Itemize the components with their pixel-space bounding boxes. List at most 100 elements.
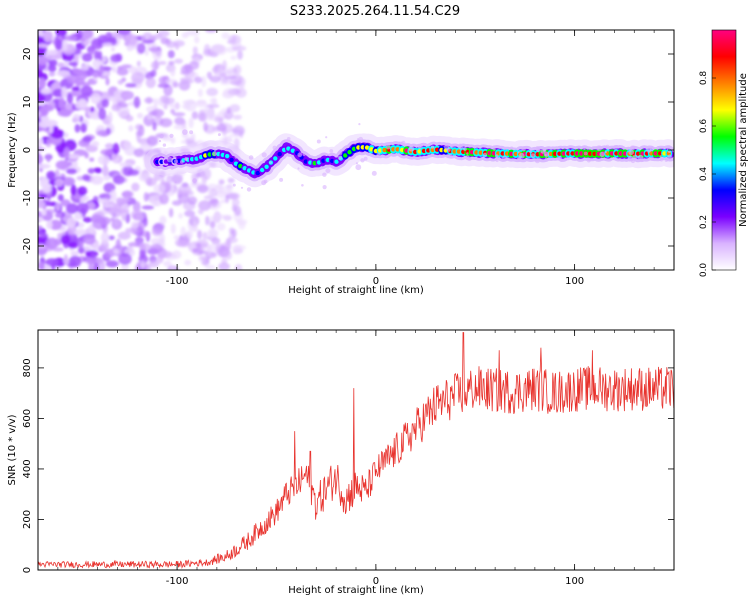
noise-blob: [126, 197, 136, 205]
snr-y-ticks: 0 200 400 600 800: [22, 358, 674, 573]
noise-blob: [94, 168, 102, 174]
noise-blob: [38, 35, 43, 45]
noise-blob: [38, 244, 47, 249]
y-tick-label: 600: [22, 409, 33, 428]
x-tick-label: -100: [166, 576, 189, 587]
x-tick-label: 100: [565, 576, 584, 587]
ridge-scatter: [534, 158, 541, 164]
noise-blob: [122, 140, 132, 149]
noise-blob: [57, 194, 64, 202]
noise-blob: [201, 75, 207, 88]
noise-blob: [229, 104, 241, 113]
noise-blob: [38, 146, 46, 152]
ridge-scatter: [517, 151, 520, 154]
y-tick-label: 0: [22, 567, 33, 573]
noise-blob: [130, 221, 140, 229]
ridge-scatter: [356, 138, 360, 141]
noise-blob: [117, 231, 131, 240]
noise-blob: [104, 143, 115, 149]
noise-blob: [226, 106, 231, 115]
ridge-scatter: [651, 156, 654, 160]
noise-blob: [220, 199, 226, 204]
noise-blob: [163, 104, 168, 110]
ridge-core: [609, 151, 615, 156]
noise-blob: [170, 137, 176, 144]
noise-blob: [143, 217, 148, 227]
noise-blob: [227, 185, 233, 195]
noise-blob: [159, 118, 173, 128]
noise-blob: [80, 64, 90, 71]
noise-blob: [38, 231, 44, 236]
noise-blob: [105, 77, 110, 86]
ridge-scatter: [363, 156, 368, 161]
spectrogram-x-ticks: -100 0 100: [37, 30, 675, 287]
noise-blob: [56, 70, 71, 77]
ridge-scatter: [169, 133, 174, 138]
noise-blob: [58, 97, 65, 109]
spectrogram-y-ticks: -20 -10 0 10 20: [22, 48, 674, 254]
noise-blob: [92, 58, 102, 69]
noise-blob: [48, 71, 56, 77]
ridge-scatter: [167, 156, 173, 163]
noise-blob: [204, 264, 216, 270]
ridge-scatter: [613, 145, 618, 150]
noise-blob: [132, 201, 141, 213]
noise-blob: [41, 209, 47, 216]
ridge-scatter: [466, 152, 469, 155]
noise-blob: [38, 138, 44, 145]
noise-blob: [38, 77, 46, 89]
noise-blob: [125, 227, 138, 234]
ridge-core: [649, 151, 654, 156]
ridge-scatter: [246, 187, 252, 192]
noise-blob: [209, 97, 216, 104]
snr-panel: -100 0 100 0 200 400 600 800 Height of straigh…: [7, 329, 675, 596]
noise-blob: [166, 174, 173, 184]
ridge-scatter: [517, 157, 521, 161]
noise-blob: [214, 64, 222, 70]
noise-blob: [237, 50, 243, 60]
ridge-scatter: [240, 186, 244, 189]
ridge-scatter: [599, 151, 605, 157]
noise-blob: [121, 77, 127, 82]
ridge-scatter: [544, 157, 548, 161]
noise-blob: [221, 32, 230, 40]
noise-blob: [38, 152, 41, 164]
ridge-scatter: [212, 151, 218, 157]
noise-blob: [168, 60, 175, 66]
noise-blob: [54, 39, 63, 50]
ridge-core: [570, 151, 575, 156]
noise-blob: [133, 96, 141, 109]
noise-blob: [97, 129, 108, 137]
noise-blob: [113, 217, 119, 227]
ridge-scatter: [463, 147, 467, 151]
noise-blob: [143, 192, 149, 202]
y-tick-label: 800: [22, 358, 33, 377]
ridge-scatter: [628, 149, 634, 155]
ridge-scatter: [492, 147, 496, 151]
ridge-scatter: [385, 144, 391, 150]
noise-blob: [44, 49, 58, 56]
ridge-scatter: [180, 160, 184, 164]
noise-blob: [145, 77, 156, 89]
ridge-scatter: [371, 170, 377, 176]
noise-blob: [80, 85, 93, 97]
noise-blob: [61, 39, 68, 52]
noise-blob: [152, 33, 163, 40]
x-tick-label: -100: [166, 276, 189, 287]
noise-blob: [148, 260, 160, 268]
noise-blob: [67, 61, 78, 66]
noise-blob: [77, 186, 88, 196]
noise-blob: [38, 196, 41, 204]
noise-blob: [55, 202, 61, 212]
noise-blob: [227, 177, 235, 183]
ridge-scatter: [417, 143, 423, 149]
ridge-core: [225, 153, 230, 159]
noise-blob: [85, 250, 99, 258]
ridge-scatter: [232, 183, 236, 187]
noise-blob: [38, 261, 44, 270]
noise-blob: [63, 132, 69, 138]
noise-blob: [228, 192, 240, 200]
noise-blob: [160, 177, 165, 186]
ridge-scatter: [174, 180, 177, 184]
noise-blob: [110, 189, 117, 202]
